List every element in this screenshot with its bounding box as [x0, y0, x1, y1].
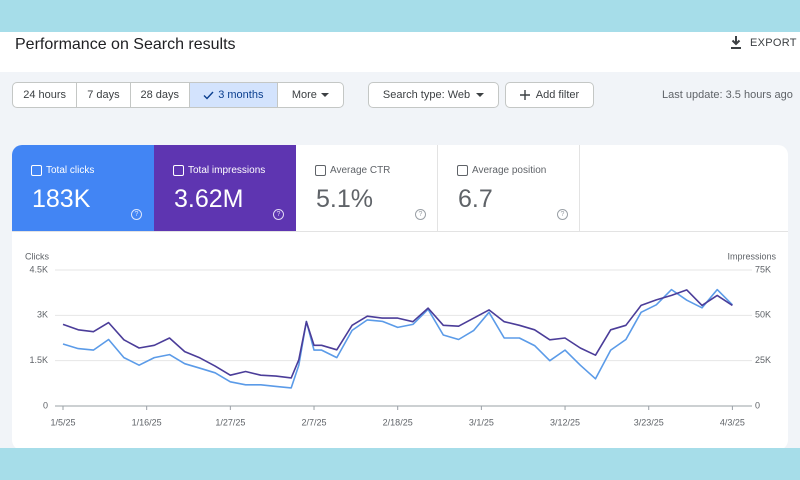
- metric-label: Average position: [472, 165, 547, 176]
- checkbox: [315, 165, 326, 176]
- range-button[interactable]: 24 hours: [13, 83, 78, 107]
- download-icon: [731, 36, 741, 49]
- checkbox: [457, 165, 468, 176]
- page-title: Performance on Search results: [15, 36, 236, 53]
- metric-value: 183K: [32, 185, 91, 213]
- range-button[interactable]: 28 days: [131, 83, 190, 107]
- metric-tile[interactable]: Average position 6.7 ?: [438, 145, 580, 232]
- help-icon[interactable]: ?: [131, 209, 142, 220]
- metric-label: Total impressions: [188, 165, 266, 176]
- range-label: 3 months: [218, 89, 264, 101]
- export-label: EXPORT: [750, 36, 797, 49]
- metric-label: Total clicks: [46, 165, 95, 176]
- help-icon[interactable]: ?: [273, 209, 284, 220]
- metric-tile[interactable]: Total impressions 3.62M ?: [154, 145, 296, 232]
- metric-value: 6.7: [458, 185, 493, 213]
- add-filter-label: Add filter: [535, 89, 580, 101]
- date-range-group: 24 hours 7 days 28 days 3 months More: [12, 82, 344, 108]
- metric-value: 5.1%: [316, 185, 373, 213]
- last-update: Last update: 3.5 hours ago: [662, 89, 793, 101]
- range-button[interactable]: 7 days: [77, 83, 131, 107]
- more-label: More: [291, 89, 317, 101]
- metric-tile[interactable]: Average CTR 5.1% ?: [296, 145, 438, 232]
- top-bar: Performance on Search results EXPORT: [0, 32, 800, 72]
- checkbox: [31, 165, 42, 176]
- help-icon[interactable]: ?: [557, 209, 568, 220]
- metric-value: 3.62M: [174, 185, 244, 213]
- check-icon: [203, 91, 214, 100]
- search-type-button[interactable]: Search type: Web: [368, 82, 499, 108]
- add-filter-button[interactable]: Add filter: [505, 82, 594, 108]
- metric-tile[interactable]: Total clicks 183K ?: [12, 145, 154, 232]
- caret-icon: [476, 92, 485, 97]
- search-type-label: Search type: Web: [382, 89, 471, 101]
- plus-icon: [519, 90, 530, 100]
- export-button[interactable]: EXPORT: [730, 36, 797, 49]
- range-button[interactable]: 3 months: [189, 83, 278, 107]
- more-button[interactable]: More: [278, 83, 343, 107]
- metric-label: Average CTR: [330, 165, 391, 176]
- page: Performance on Search results EXPORT 24 …: [0, 32, 800, 448]
- help-icon[interactable]: ?: [415, 209, 426, 220]
- checkbox: [173, 165, 184, 176]
- divider: [12, 231, 788, 232]
- caret-icon: [320, 92, 329, 97]
- performance-card: Total clicks 183K ? Total impressions 3.…: [12, 145, 788, 448]
